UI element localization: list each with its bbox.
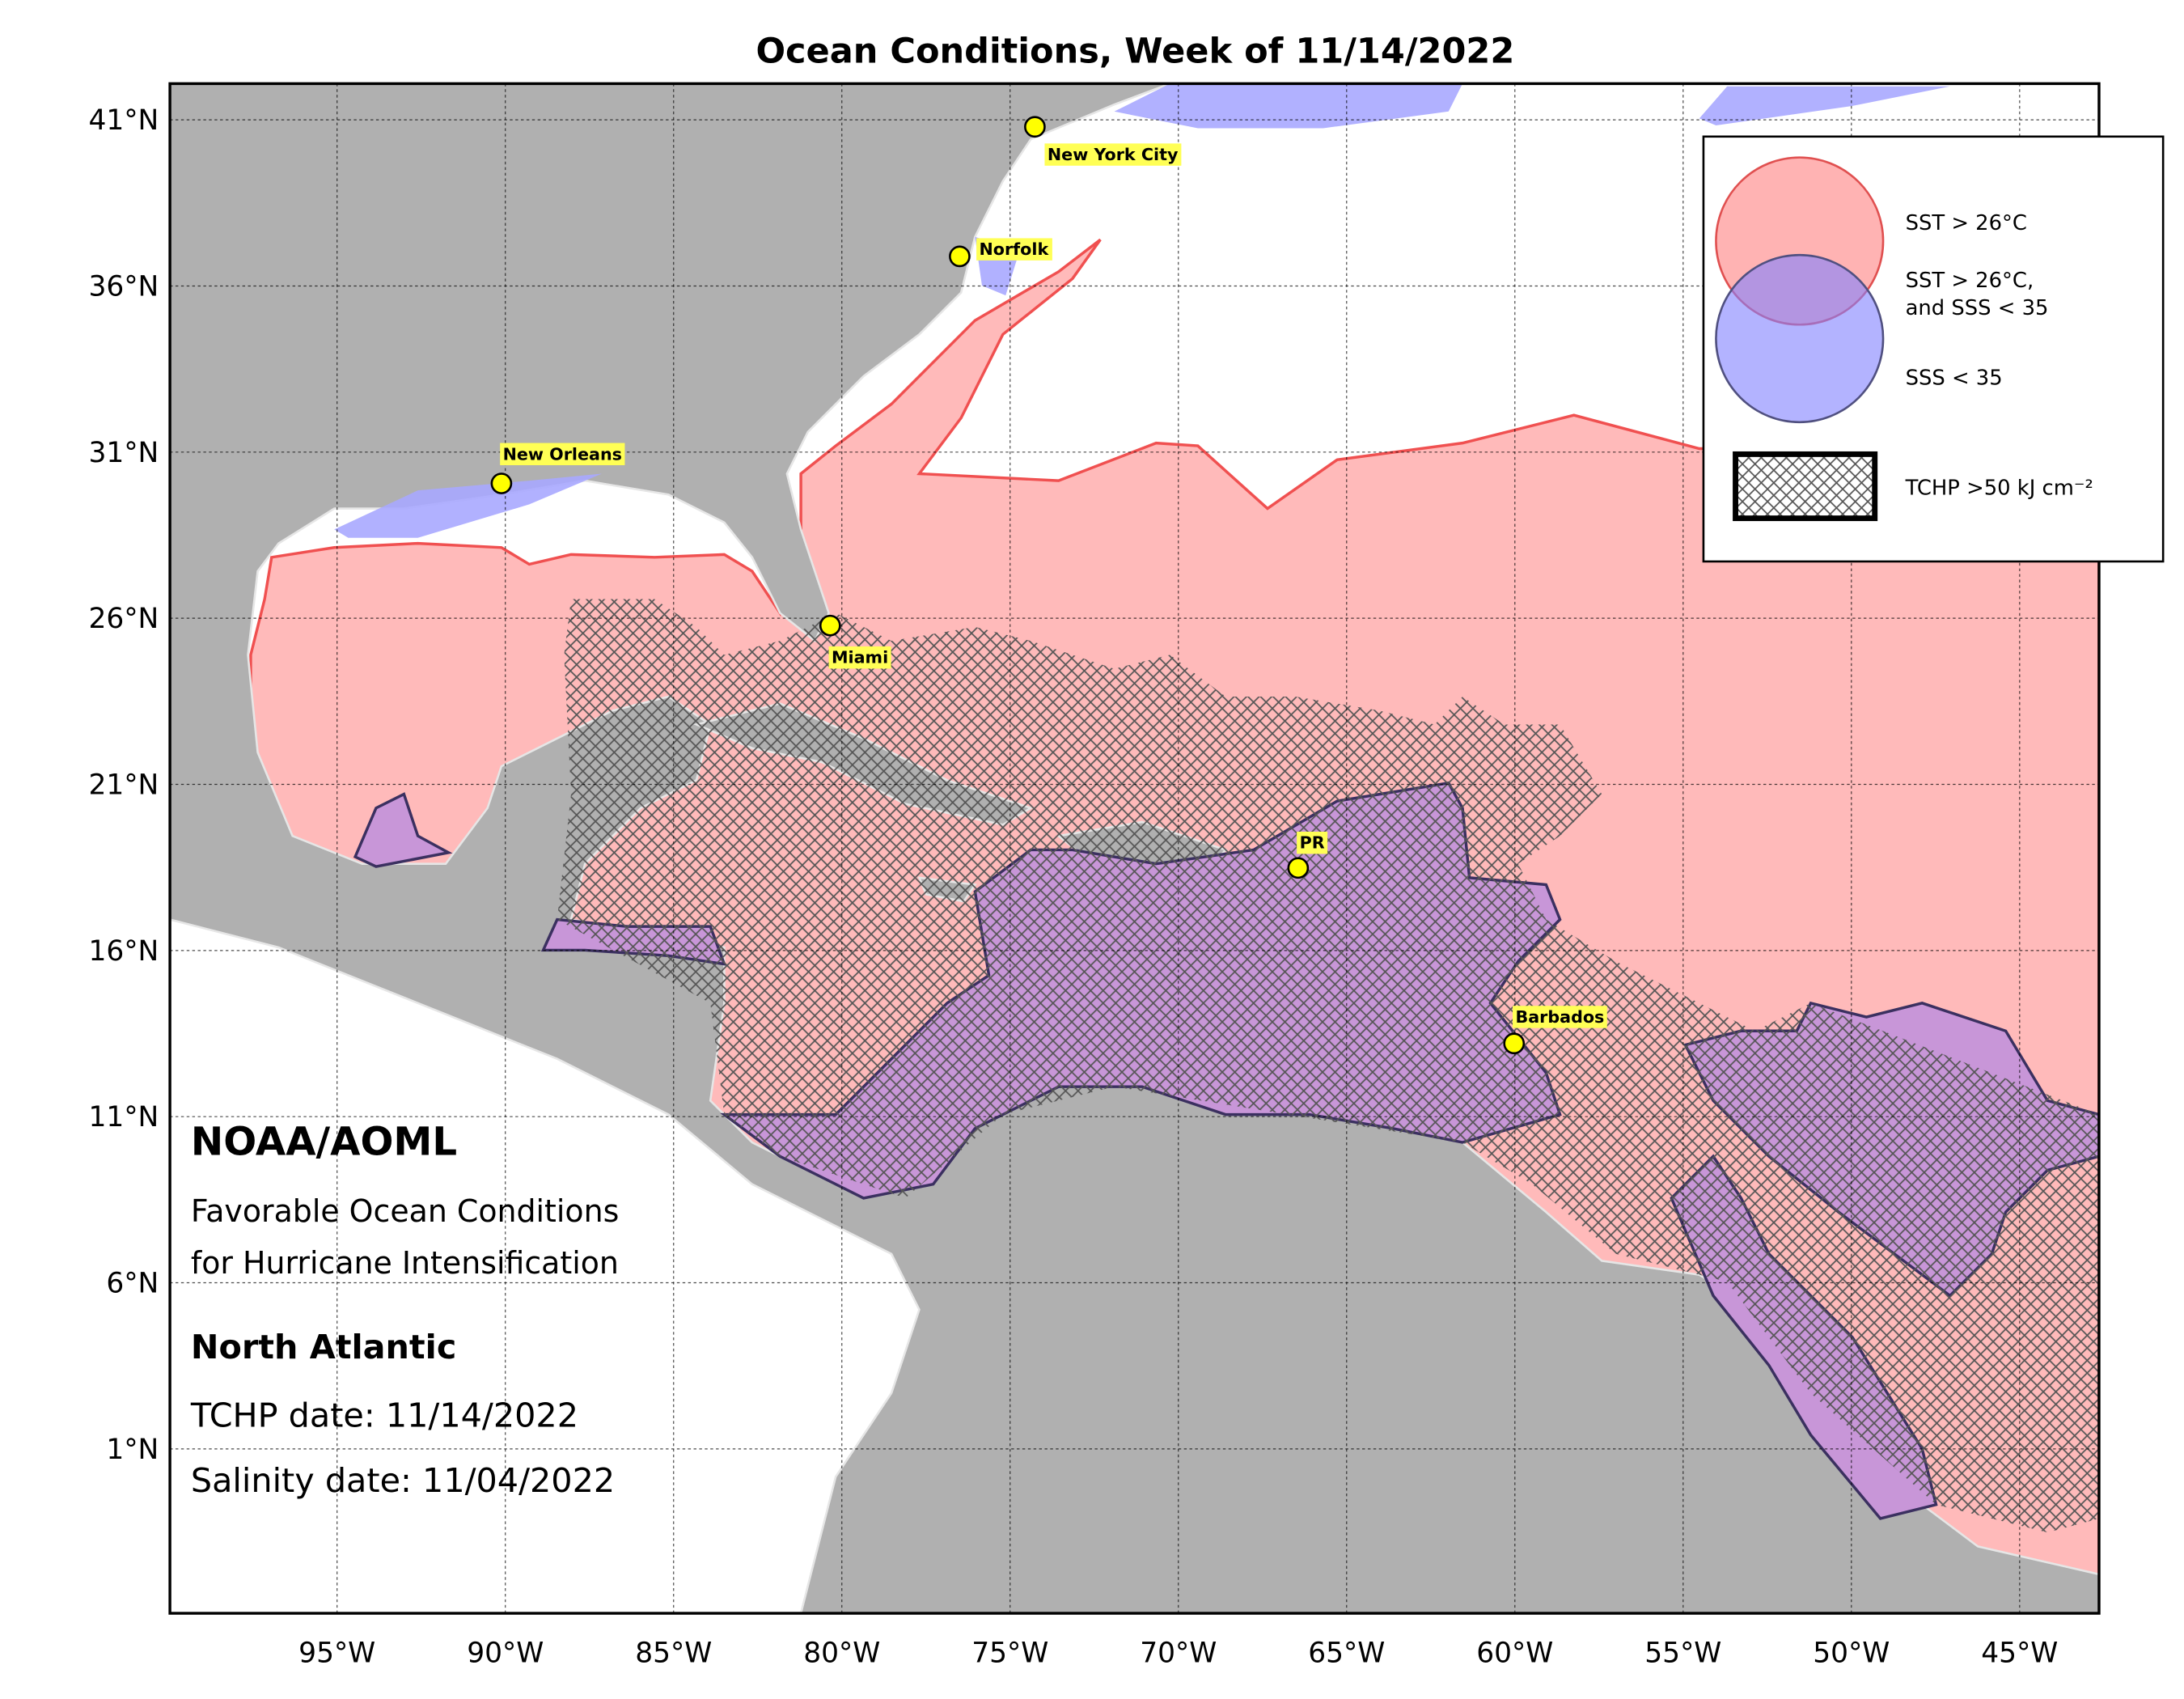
graticule bbox=[170, 83, 2099, 1614]
legend-sss-swatch bbox=[1715, 253, 1885, 424]
lat-tick-label: 16°N bbox=[89, 935, 159, 968]
lon-tick-label: 55°W bbox=[1644, 1637, 1721, 1669]
lat-tick-label: 21°N bbox=[89, 769, 159, 802]
lon-tick-label: 90°W bbox=[467, 1637, 544, 1669]
city: PR bbox=[1287, 831, 1328, 879]
legend-label: SST > 26°C, bbox=[1906, 269, 2034, 293]
legend-label: SSS < 35 bbox=[1906, 366, 2003, 390]
tchp-date: TCHP date: 11/14/2022 bbox=[190, 1396, 578, 1434]
pacific bbox=[170, 918, 921, 1614]
legend-label: and SSS < 35 bbox=[1906, 296, 2049, 320]
sst-sss-region bbox=[353, 792, 453, 868]
lon-tick-label: 85°W bbox=[635, 1637, 712, 1669]
lon-tick-label: 50°W bbox=[1813, 1637, 1890, 1669]
sss-region bbox=[334, 473, 602, 538]
city: Norfolk bbox=[949, 238, 1052, 268]
city-marker bbox=[490, 472, 513, 494]
city-label: Miami bbox=[832, 648, 888, 667]
lon-tick-label: 75°W bbox=[971, 1637, 1048, 1669]
city-label: New York City bbox=[1048, 145, 1179, 164]
city-label-bg bbox=[1297, 831, 1328, 854]
org-label: NOAA/AOML bbox=[191, 1120, 457, 1165]
title: Ocean Conditions, Week of 11/14/2022 bbox=[756, 32, 1514, 72]
lon-tick-label: 65°W bbox=[1308, 1637, 1385, 1669]
lon-tick-label: 70°W bbox=[1140, 1637, 1217, 1669]
description-line: for Hurricane Intensification bbox=[191, 1245, 619, 1281]
ticks: 41°N 36°N 31°N 26°N 21°N 16°N 11°N 6°N 1°N 95°W 90… bbox=[89, 104, 2059, 1669]
city: New York City bbox=[1024, 116, 1182, 166]
region-label: North Atlantic bbox=[191, 1328, 456, 1366]
cities: New York City Norfolk New Orleans Miami … bbox=[490, 116, 1607, 1055]
lat-tick-label: 1°N bbox=[106, 1434, 159, 1466]
sss-region bbox=[1114, 83, 1463, 129]
city-label: Barbados bbox=[1515, 1007, 1604, 1027]
city-label: New Orleans bbox=[503, 444, 622, 464]
city: Barbados bbox=[1503, 1006, 1607, 1055]
city-label-bg bbox=[1044, 143, 1182, 166]
lon-tick-label: 95°W bbox=[298, 1637, 375, 1669]
city-label-bg bbox=[976, 238, 1052, 261]
lat-tick-label: 11°N bbox=[89, 1101, 159, 1133]
city: New Orleans bbox=[490, 443, 625, 494]
lon-tick-label: 60°W bbox=[1476, 1637, 1553, 1669]
city-label-bg bbox=[828, 646, 891, 669]
tchp-region bbox=[557, 599, 2099, 1533]
city: Miami bbox=[819, 614, 891, 669]
annotation: NOAA/AOML Favorable Ocean Conditions for… bbox=[190, 1120, 619, 1501]
city-label: Norfolk bbox=[980, 239, 1050, 259]
legend-label: SST > 26°C bbox=[1906, 211, 2027, 235]
lat-tick-label: 26°N bbox=[89, 603, 159, 635]
lat-tick-label: 6°N bbox=[106, 1268, 159, 1300]
legend: SST > 26°C SST > 26°C, and SSS < 35 SSS … bbox=[1702, 135, 2165, 563]
city-marker bbox=[949, 245, 971, 268]
city-marker bbox=[1503, 1032, 1526, 1055]
city-label-bg bbox=[500, 443, 625, 466]
lat-tick-label: 41°N bbox=[89, 104, 159, 137]
legend-tchp-swatch bbox=[1733, 451, 1878, 522]
city-label-bg bbox=[1513, 1006, 1607, 1028]
city-marker bbox=[819, 614, 841, 637]
legend-label: TCHP >50 kJ cm⁻² bbox=[1905, 476, 2093, 500]
lat-tick-label: 36°N bbox=[89, 271, 159, 303]
lon-tick-label: 45°W bbox=[1981, 1637, 2058, 1669]
map-frame bbox=[168, 82, 2101, 1615]
salinity-date: Salinity date: 11/04/2022 bbox=[191, 1461, 615, 1500]
city-marker bbox=[1024, 116, 1046, 138]
city-label: PR bbox=[1300, 833, 1325, 853]
description-line: Favorable Ocean Conditions bbox=[191, 1193, 619, 1229]
sss-region bbox=[1699, 86, 1950, 126]
city-marker bbox=[1287, 857, 1310, 879]
lat-tick-label: 31°N bbox=[89, 437, 159, 469]
lon-tick-label: 80°W bbox=[803, 1637, 880, 1669]
